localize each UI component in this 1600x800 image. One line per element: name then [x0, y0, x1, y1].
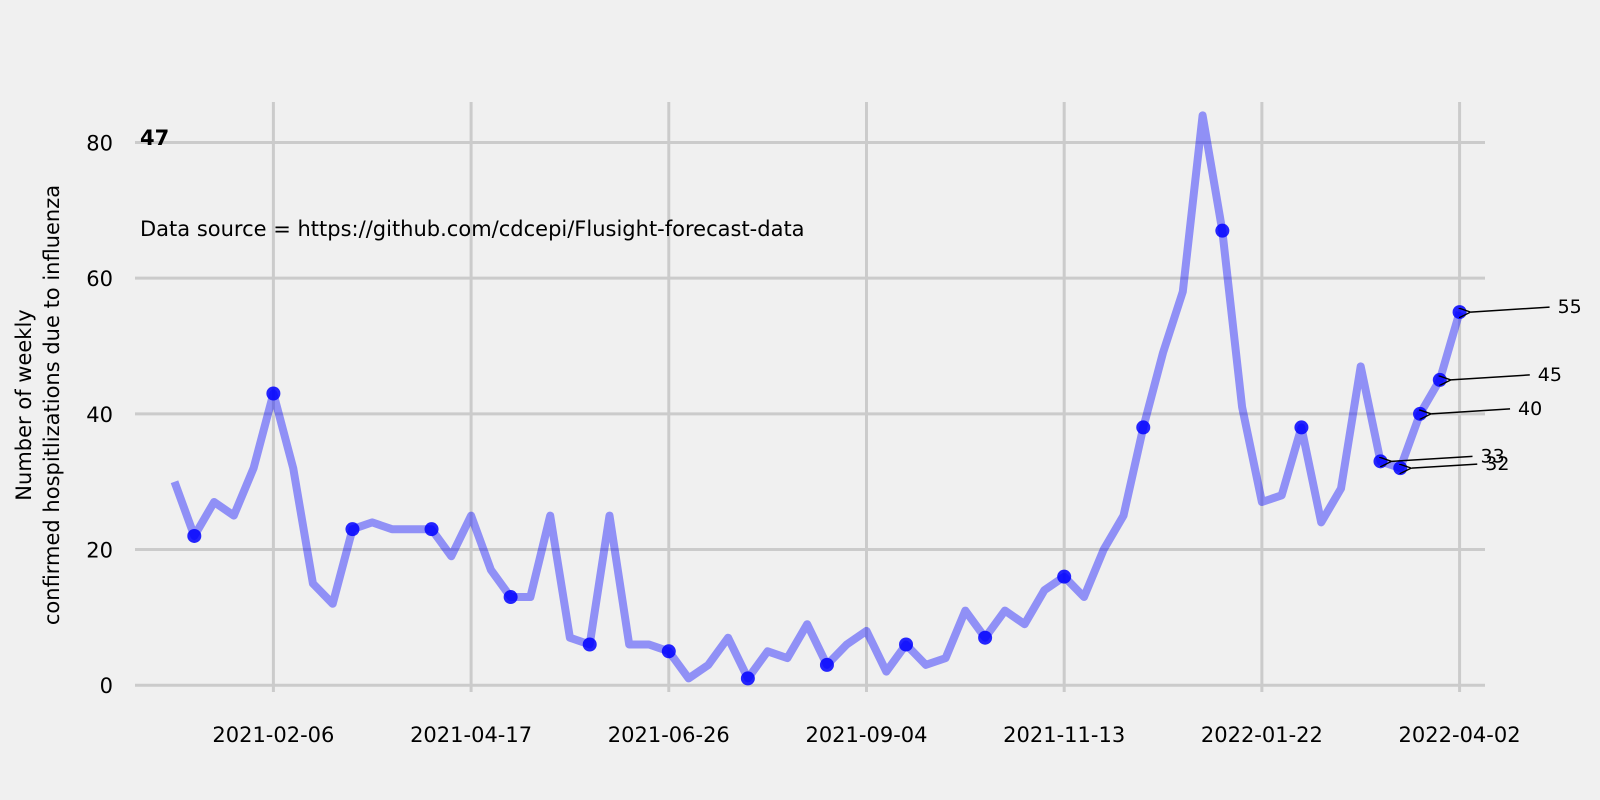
- data-point: [899, 637, 914, 652]
- y-axis-label-line2: confirmed hospitlizations due to influen…: [40, 185, 64, 625]
- data-point: [1057, 569, 1072, 584]
- y-tick-label: 80: [86, 131, 113, 155]
- x-tick-label: 2021-11-13: [1003, 723, 1125, 747]
- data-point: [1373, 454, 1388, 469]
- data-point: [266, 386, 281, 401]
- x-tick-label: 2021-04-17: [410, 723, 532, 747]
- data-point: [1294, 420, 1309, 435]
- annotation-label: 33: [1481, 445, 1505, 467]
- annotation-label: 32: [1485, 453, 1509, 475]
- y-tick-label: 0: [100, 674, 113, 698]
- data-point: [978, 630, 993, 645]
- data-point: [424, 522, 439, 537]
- marker-layer: [187, 223, 1467, 686]
- annotation-arrow: [1411, 464, 1478, 468]
- annotation-label: 55: [1558, 296, 1582, 318]
- x-tick-label: 2022-04-02: [1399, 723, 1521, 747]
- data-source-note: Data source = https://github.com/cdcepi/…: [140, 217, 805, 241]
- y-axis-label: Number of weekly confirmed hospitlizatio…: [12, 185, 64, 625]
- y-tick-label: 20: [86, 539, 113, 563]
- line-layer: [170, 111, 1464, 683]
- data-point: [345, 522, 360, 537]
- data-point: [1432, 372, 1447, 387]
- annotation-label: 45: [1538, 364, 1562, 386]
- data-point: [187, 528, 202, 543]
- data-point: [503, 590, 518, 605]
- panel-label: 47: [140, 126, 169, 150]
- data-point: [1136, 420, 1151, 435]
- tick-layer: 0 20 40 60 80 2021-02-06 2021-04-17 2021-06-26 2…: [86, 131, 1520, 747]
- data-point: [1393, 461, 1408, 476]
- x-tick-label: 2021-06-26: [608, 723, 730, 747]
- y-axis-label-line1: Number of weekly: [12, 309, 36, 500]
- x-tick-label: 2022-01-22: [1201, 723, 1323, 747]
- y-tick-label: 60: [86, 267, 113, 291]
- annotation-arrow: [1392, 455, 1473, 461]
- annotation-arrow: [1471, 306, 1550, 312]
- y-tick-label: 40: [86, 403, 113, 427]
- series-line: [170, 111, 1464, 683]
- data-point: [1215, 223, 1230, 238]
- data-point: [582, 637, 597, 652]
- annotation-arrow: [1451, 374, 1530, 380]
- data-point: [819, 657, 834, 672]
- grid-layer: [135, 102, 1485, 692]
- data-point: [1452, 305, 1467, 320]
- x-tick-label: 2021-09-04: [805, 723, 927, 747]
- data-point: [1413, 406, 1428, 421]
- annotation-arrow: [1431, 408, 1511, 414]
- x-tick-label: 2021-02-06: [212, 723, 334, 747]
- annotation-label: 40: [1518, 398, 1542, 420]
- data-point: [740, 671, 755, 686]
- data-point: [661, 644, 676, 659]
